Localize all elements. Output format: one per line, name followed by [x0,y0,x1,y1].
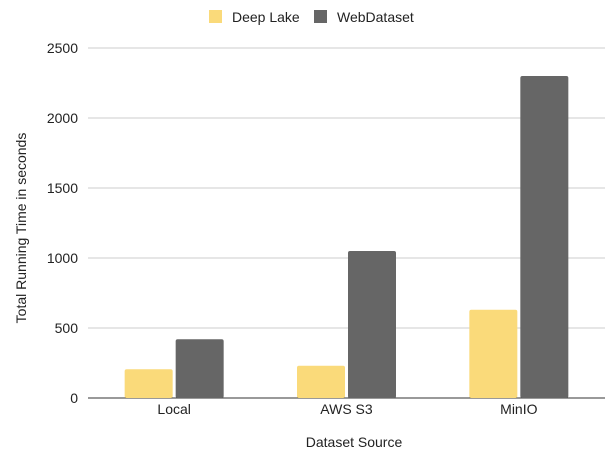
bar-webdataset-aws-s3 [348,251,396,398]
bar-webdataset-local [175,339,224,398]
legend-swatch [314,10,327,23]
gridlines [88,47,605,399]
x-tick-label: AWS S3 [320,401,373,417]
y-axis-ticks: 0 500 1000 1500 2000 2500 [47,40,78,406]
y-tick-label: 2500 [47,40,78,56]
bar-webdataset-minio [520,76,569,398]
y-tick-label: 1500 [47,180,78,196]
bar-deep-lake-aws-s3 [297,365,345,398]
legend-label: WebDataset [337,9,414,25]
x-tick-label: Local [157,401,190,417]
bar-deep-lake-minio [469,309,518,398]
x-tick-label: MinIO [500,401,537,417]
chart-legend: Deep Lake WebDataset [209,9,414,25]
legend-label: Deep Lake [232,9,300,25]
x-axis-ticks: Local AWS S3 MinIO [157,401,537,417]
bar-deep-lake-local [124,369,173,398]
bars [124,76,569,398]
x-axis-title: Dataset Source [306,434,403,450]
legend-swatch [209,10,222,23]
y-tick-label: 2000 [47,110,78,126]
y-axis-title: Total Running Time in seconds [13,133,29,324]
y-tick-label: 1000 [47,250,78,266]
y-tick-label: 0 [70,390,78,406]
y-tick-label: 500 [55,320,79,336]
